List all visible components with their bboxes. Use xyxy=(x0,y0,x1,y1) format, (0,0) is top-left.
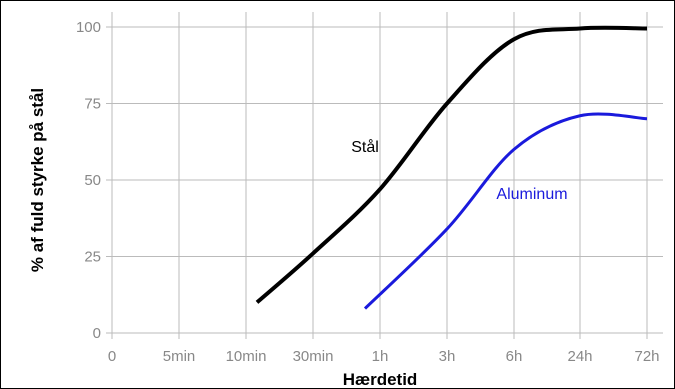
y-tick-label: 0 xyxy=(93,325,101,342)
series-line-staal xyxy=(255,25,648,304)
x-tick-label: 5min xyxy=(163,348,196,365)
x-tick-label: 24h xyxy=(567,348,592,365)
grid: 0 5min 10min 30min 1h 3h 6h 24h 72h 0 25 50 75 100 xyxy=(76,12,663,365)
series-label: Stål xyxy=(351,138,379,156)
x-tick-label: 30min xyxy=(293,348,334,365)
label-layer: Stål Aluminum xyxy=(351,138,567,203)
series-layer xyxy=(255,25,648,310)
y-tick-label: 100 xyxy=(76,19,101,36)
x-tick-label: 6h xyxy=(506,348,523,365)
x-tick-label: 0 xyxy=(108,348,116,365)
x-tick-label: 10min xyxy=(226,348,267,365)
series-line-aluminum xyxy=(363,112,648,310)
x-tick-label: 1h xyxy=(372,348,389,365)
y-tick-label: 50 xyxy=(84,172,101,189)
series-label: Aluminum xyxy=(496,186,567,203)
y-axis-title: % af fuld styrke på stål xyxy=(28,88,47,272)
y-tick-label: 25 xyxy=(84,249,101,266)
x-axis-title: Hærdetid xyxy=(343,370,418,389)
y-tick-label: 75 xyxy=(84,96,101,113)
x-tick-label: 3h xyxy=(439,348,456,365)
x-tick-label: 72h xyxy=(634,348,659,365)
